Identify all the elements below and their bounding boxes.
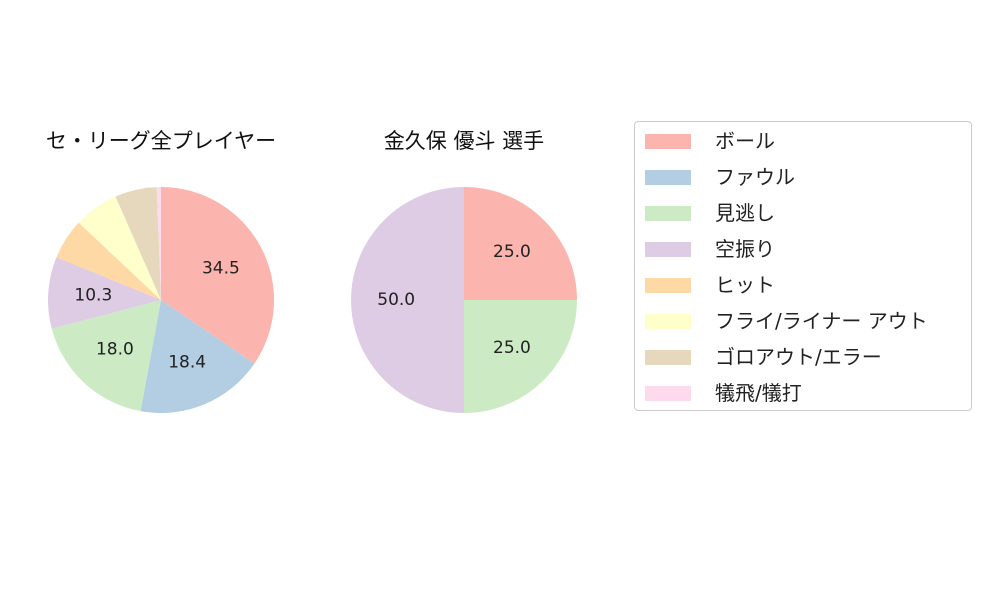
legend-item-hit: ヒット <box>645 268 965 302</box>
legend-item-ground-out-error: ゴロアウト/エラー <box>645 340 965 374</box>
legend-item-called-strike: 見逃し <box>645 196 965 230</box>
pie-left-slice-2 <box>51 300 161 412</box>
legend-swatch-fly-liner-out <box>645 314 691 329</box>
legend-label-sacrifice: 犠飛/犠打 <box>715 381 802 405</box>
pie-right-data-label-2: 25.0 <box>493 338 531 358</box>
pie-left-title: セ・リーグ全プレイヤー <box>45 129 277 153</box>
pie-right-data-label-0: 25.0 <box>493 242 531 262</box>
pie-left-slice-4 <box>56 222 161 300</box>
pie-charts: 34.5 18.4 18.0 10.3 25.0 25.0 50.0 <box>47 187 577 413</box>
pie-right-data-label-3: 50.0 <box>377 290 415 310</box>
legend-label-fly-liner-out: フライ/ライナー アウト <box>715 309 928 333</box>
legend-label-swinging-strike: 空振り <box>715 237 775 261</box>
pie-right-slice-2 <box>464 300 577 413</box>
pie-left-slice-1 <box>140 300 255 413</box>
pie-left-slice-6 <box>115 187 161 300</box>
pie-left-data-label-3: 10.3 <box>74 286 112 306</box>
legend-swatch-swinging-strike <box>645 242 691 257</box>
legend-item-sacrifice: 犠飛/犠打 <box>645 376 965 410</box>
legend-label-hit: ヒット <box>715 273 775 297</box>
legend-swatch-foul <box>645 170 691 185</box>
legend-label-ground-out-error: ゴロアウト/エラー <box>715 345 882 369</box>
legend-item-ball: ボール <box>645 124 965 158</box>
pie-right-slice-0 <box>464 187 577 300</box>
pie-left-data-label-2: 18.0 <box>96 340 134 360</box>
legend-swatch-sacrifice <box>645 386 691 401</box>
pie-left-data-label-0: 34.5 <box>202 258 240 278</box>
legend-label-foul: ファウル <box>715 165 795 189</box>
legend-swatch-ground-out-error <box>645 350 691 365</box>
legend-swatch-called-strike <box>645 206 691 221</box>
pie-left-slice-7 <box>156 187 161 300</box>
legend-label-ball: ボール <box>715 129 775 153</box>
legend-label-called-strike: 見逃し <box>715 201 775 225</box>
pie-left-slice-3 <box>47 257 162 329</box>
legend-swatch-ball <box>645 134 691 149</box>
pie-left-data-label-1: 18.4 <box>168 353 206 373</box>
legend: ボール ファウル 見逃し 空振り ヒット フライ/ライナー アウト ゴロアウト/… <box>634 121 972 411</box>
pie-right-slice-3 <box>351 187 464 413</box>
legend-item-fly-liner-out: フライ/ライナー アウト <box>645 304 965 338</box>
pie-right-title: 金久保 優斗 選手 <box>383 129 545 153</box>
pie-left-slice-0 <box>161 187 274 364</box>
legend-swatch-hit <box>645 278 691 293</box>
pie-left-slice-5 <box>78 196 161 300</box>
legend-item-swinging-strike: 空振り <box>645 232 965 266</box>
legend-item-foul: ファウル <box>645 160 965 194</box>
